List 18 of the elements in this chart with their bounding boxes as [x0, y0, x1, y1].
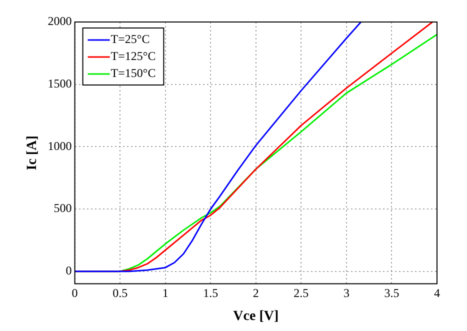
legend-label: T=125°C	[110, 49, 156, 64]
y-tick-label: 0	[66, 263, 72, 278]
y-tick-label: 500	[54, 201, 72, 216]
x-tick-label: 3	[343, 286, 350, 300]
legend-label: T=25°C	[110, 32, 150, 46]
x-tick-label: 2.5	[294, 286, 309, 300]
x-tick-label: 1	[162, 286, 168, 300]
y-tick-label: 1500	[48, 76, 72, 90]
x-tick-label: 0.5	[112, 286, 128, 300]
x-tick-label: 3.5	[384, 286, 400, 300]
y-axis-title: Ic [A]	[25, 136, 40, 170]
x-tick-label: 4	[434, 286, 440, 300]
y-tick-label: 1000	[48, 138, 72, 153]
x-axis-title: Vce [V]	[233, 309, 279, 324]
y-tick-label: 2000	[48, 14, 72, 28]
x-tick-label: 2	[252, 286, 259, 300]
legend-label: T=150°C	[110, 66, 156, 80]
x-tick-label: 1.5	[203, 286, 218, 300]
